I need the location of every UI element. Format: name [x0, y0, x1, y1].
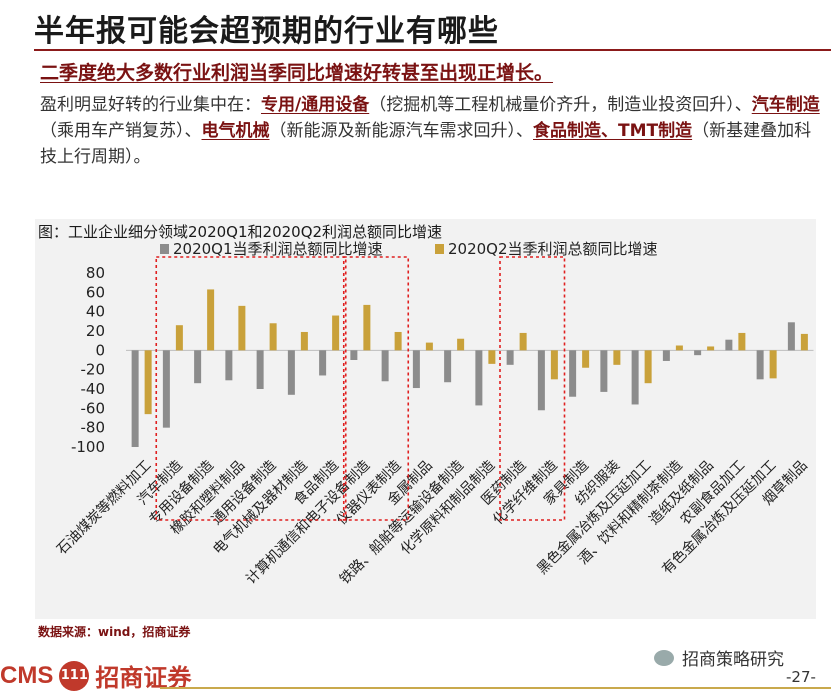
chart-panel: 图：工业企业细分领域2020Q1和2020Q2利润总额同比增速 2020Q1当季利… — [35, 219, 816, 619]
bar-q1 — [444, 350, 452, 383]
body-text-2: （挖掘机等工程机械量价齐升，制造业投资回升）、 — [369, 95, 752, 115]
bar-q1 — [412, 350, 420, 389]
bar-q1 — [225, 350, 233, 381]
legend-swatch-1 — [160, 244, 169, 254]
page-number: -27- — [786, 668, 816, 686]
chart-title: 图：工业企业细分领域2020Q1和2020Q2利润总额同比增速 — [38, 223, 442, 241]
bar-q1 — [287, 350, 295, 395]
bar-q1 — [350, 350, 358, 360]
bar-q1 — [600, 350, 608, 392]
bar-q2 — [332, 315, 340, 351]
logo-mark-icon: 111 — [59, 660, 90, 691]
bar-q2 — [363, 304, 371, 351]
title-divider — [34, 49, 831, 51]
bar-q2 — [519, 332, 527, 351]
y-tick-label: -80 — [81, 419, 106, 437]
body-text-1: 盈利明显好转的行业集中在： — [40, 95, 261, 115]
bar-q1 — [662, 350, 670, 361]
page-subtitle: 二季度绝大多数行业利润当季同比增速好转甚至出现正增长。 — [40, 62, 554, 84]
bar-q1 — [162, 350, 170, 428]
bar-q2 — [269, 323, 277, 351]
bar-q2 — [769, 350, 777, 379]
bar-q2 — [644, 350, 652, 384]
bar-q2 — [425, 342, 433, 351]
highlight-3: 电气机械 — [201, 121, 270, 141]
wechat-name: 招商策略研究 — [682, 650, 784, 670]
bar-q2 — [238, 305, 246, 351]
legend-label-2: 2020Q2当季利润总额同比增速 — [448, 240, 658, 258]
legend-swatch-2 — [435, 244, 444, 254]
bar-q1 — [319, 350, 327, 376]
bar-q1 — [631, 350, 639, 405]
y-tick-label: -20 — [81, 361, 106, 379]
highlight-2: 汽车制造 — [751, 95, 820, 115]
bar-q1 — [194, 350, 202, 384]
legend-label-1: 2020Q1当季利润总额同比增速 — [173, 240, 383, 258]
bar-q2 — [675, 345, 683, 351]
bar-q1 — [506, 350, 514, 365]
footer-divider — [160, 687, 831, 689]
logo-text-en: CMS — [0, 661, 54, 689]
bar-chart: 图：工业企业细分领域2020Q1和2020Q2利润总额同比增速2020Q1当季利… — [38, 223, 814, 588]
bar-q2 — [175, 325, 183, 351]
highlight-4: 食品制造、TMT制造 — [533, 121, 693, 141]
bar-q2 — [144, 350, 152, 415]
y-tick-label: 0 — [95, 341, 105, 359]
bar-q1 — [787, 322, 795, 351]
highlight-1: 专用/通用设备 — [261, 95, 370, 115]
highlight-box-2 — [342, 256, 410, 521]
bar-q1 — [725, 339, 733, 351]
bar-q2 — [550, 350, 558, 380]
bar-q2 — [800, 333, 808, 351]
highlight-box-3 — [499, 256, 566, 521]
bar-q1 — [694, 350, 702, 356]
y-tick-label: -40 — [81, 380, 106, 398]
highlight-box-1 — [155, 256, 347, 521]
bar-q2 — [738, 332, 746, 351]
bar-q2 — [582, 350, 590, 368]
y-tick-label: -60 — [81, 399, 106, 417]
bar-q1 — [256, 350, 264, 389]
bar-q2 — [613, 350, 621, 365]
company-logo: CMS 111 招商证券 — [0, 658, 191, 693]
category-label: 石油煤炭等燃料加工 — [53, 457, 154, 558]
bar-q2 — [707, 346, 715, 351]
y-tick-label: -100 — [71, 438, 105, 456]
wechat-account: 招商策略研究 — [654, 645, 784, 670]
y-tick-label: 60 — [86, 283, 105, 301]
body-text-4: （新能源及新能源汽车需求回升）、 — [269, 121, 534, 141]
bar-q2 — [394, 331, 402, 351]
bar-q1 — [537, 350, 545, 411]
y-tick-label: 20 — [86, 322, 105, 340]
body-paragraph: 盈利明显好转的行业集中在：专用/通用设备（挖掘机等工程机械量价齐升，制造业投资回… — [40, 92, 822, 170]
bar-q1 — [381, 350, 389, 382]
bar-q1 — [569, 350, 577, 397]
data-source: 数据来源：wind，招商证券 — [38, 625, 191, 639]
body-text-5: （新基建叠加科技上行周期）。 — [40, 121, 812, 167]
bar-q1 — [131, 350, 139, 447]
bar-q2 — [300, 331, 308, 351]
bar-q1 — [756, 350, 764, 380]
y-tick-label: 80 — [86, 264, 105, 282]
body-text-3: （乘用车产销复苏）、 — [40, 121, 202, 141]
bar-q2 — [488, 350, 496, 364]
bar-q2 — [207, 289, 215, 351]
y-tick-label: 40 — [86, 303, 105, 321]
bar-q2 — [457, 338, 465, 351]
page-title: 半年报可能会超预期的行业有哪些 — [34, 14, 499, 49]
bar-q1 — [475, 350, 483, 406]
wechat-icon — [654, 649, 674, 666]
